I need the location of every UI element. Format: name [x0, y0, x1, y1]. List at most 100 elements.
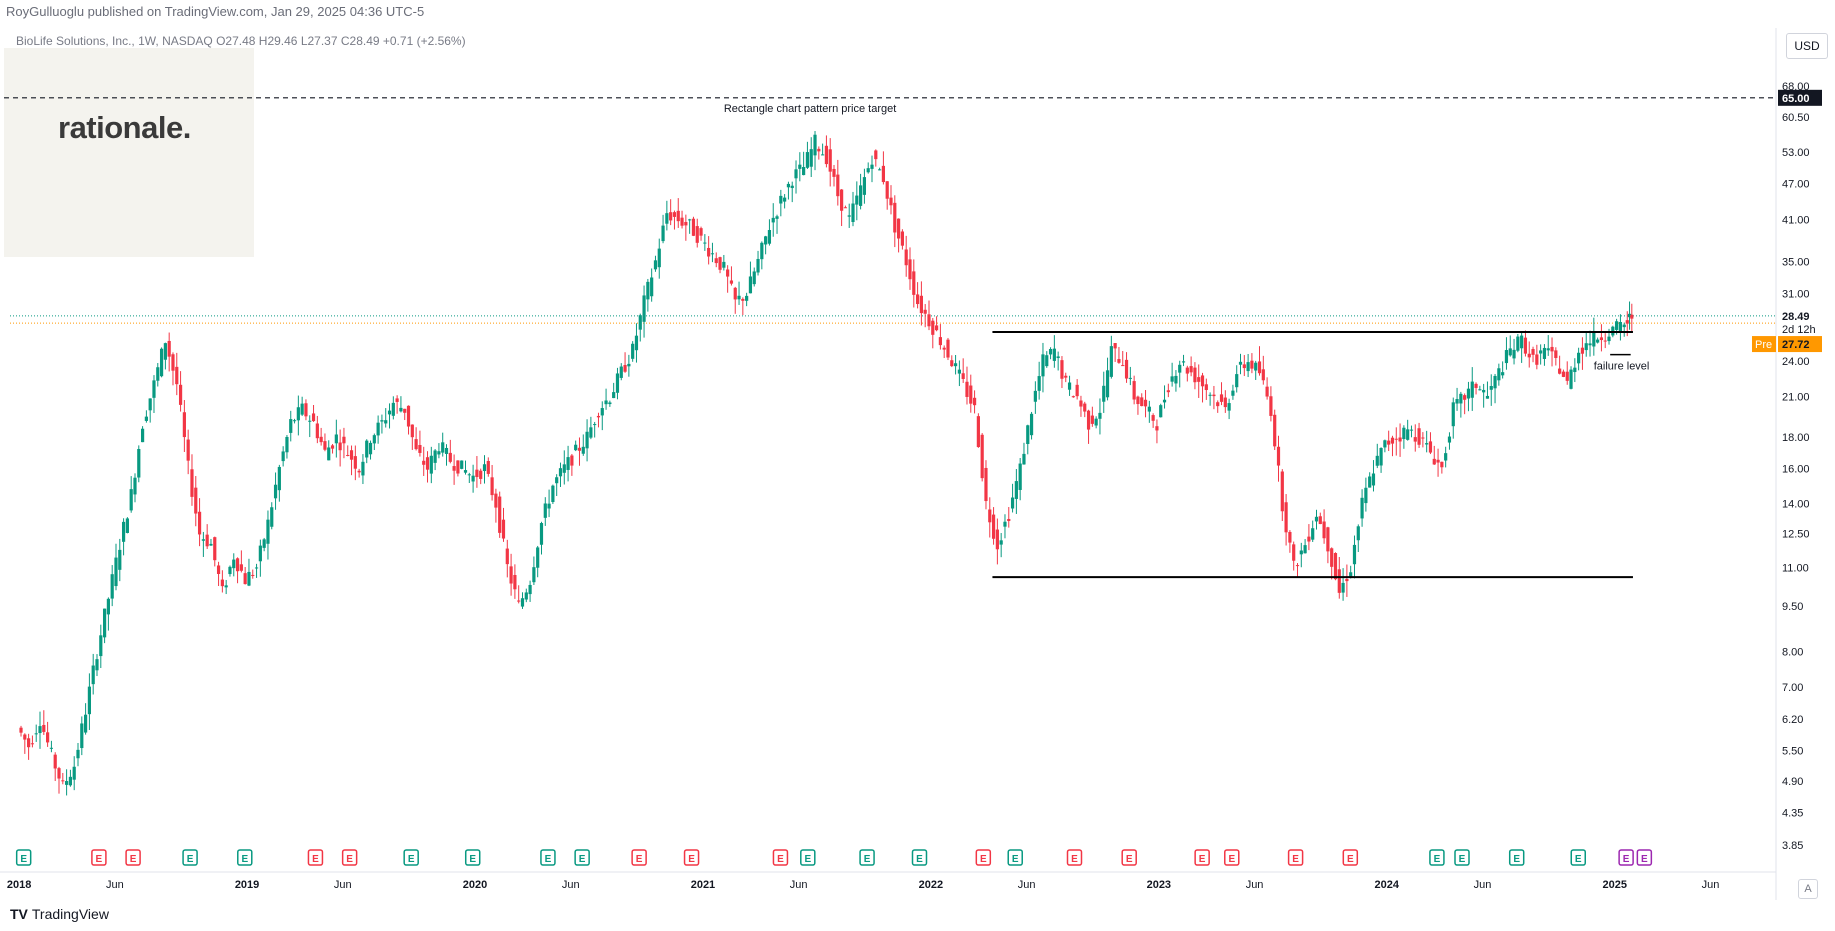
candle-body: [1238, 361, 1243, 365]
candle-body: [114, 557, 118, 587]
candle-body: [403, 408, 407, 413]
candle-body: [1512, 349, 1516, 359]
candle-body: [1117, 359, 1121, 363]
candle-body: [1390, 437, 1395, 444]
candle-body: [133, 477, 137, 495]
candle-body: [266, 519, 270, 544]
candle-body: [1478, 389, 1482, 391]
candle-body: [1162, 399, 1167, 403]
candle-body: [627, 363, 631, 367]
candle-body: [714, 258, 718, 264]
tradingview-logo[interactable]: TV TradingView: [10, 906, 109, 922]
earnings-icon: [683, 849, 700, 866]
candle-body: [391, 402, 395, 416]
candle-body: [802, 167, 806, 176]
earnings-icon: [307, 849, 324, 866]
candle-body: [1083, 403, 1087, 412]
x-tick-label: 2019: [235, 879, 259, 891]
earnings-icon: [1570, 849, 1586, 866]
candle-body: [441, 442, 445, 453]
candle-body: [1254, 362, 1258, 371]
y-tick-label: 4.35: [1782, 808, 1803, 820]
candle-body: [1413, 437, 1417, 442]
candle-body: [1136, 396, 1140, 405]
candle-body: [600, 408, 604, 416]
auto-scale-button[interactable]: A: [1798, 879, 1818, 899]
candle-body: [657, 248, 661, 268]
candle-body: [733, 287, 737, 300]
earnings-icon: [1618, 849, 1634, 866]
candle-body: [1090, 415, 1094, 424]
candle-body: [330, 445, 335, 449]
candle-body: [433, 450, 437, 463]
earnings-label: E: [1459, 854, 1466, 865]
candle-body: [300, 403, 304, 415]
x-tick-label: Jun: [1246, 879, 1264, 891]
candle-body: [676, 210, 680, 222]
earnings-label: E: [96, 854, 103, 865]
candle-body: [1200, 375, 1205, 387]
tradingview-brand: TradingView: [31, 906, 109, 922]
candle-body: [1436, 459, 1440, 463]
candle-body: [653, 260, 658, 270]
candle-body: [258, 545, 262, 562]
candle-body: [570, 455, 574, 466]
candle-body: [148, 398, 152, 411]
candle-body: [201, 539, 205, 541]
candle-body: [167, 340, 171, 357]
candle-body: [235, 558, 240, 572]
candle-body: [1029, 413, 1034, 436]
candle-body: [1098, 412, 1102, 419]
candle-body: [1288, 531, 1292, 543]
candle-body: [821, 154, 825, 156]
candle-body: [1151, 415, 1155, 421]
candle-body: [593, 424, 597, 426]
candle-body: [289, 419, 293, 433]
candle-body: [205, 534, 209, 547]
x-tick-label: 2021: [691, 879, 715, 891]
candle-body: [1178, 364, 1182, 373]
candle-body: [767, 230, 772, 244]
candle-body: [460, 460, 464, 469]
candle-body: [828, 149, 832, 172]
candle-body: [1071, 396, 1075, 398]
candle-body: [1033, 390, 1037, 402]
candle-body: [99, 635, 103, 657]
candle-body: [1520, 335, 1524, 349]
candle-body: [140, 428, 145, 443]
currency-button[interactable]: USD: [1786, 33, 1828, 59]
candle-body: [118, 549, 122, 570]
candle-body: [1227, 403, 1231, 411]
candle-body: [832, 168, 836, 177]
candle-body: [251, 574, 255, 576]
chart-annotation: Rectangle chart pattern price target: [724, 103, 896, 115]
earnings-label: E: [545, 854, 552, 865]
candle-body: [346, 454, 350, 456]
candle-body: [186, 439, 190, 461]
candle-body: [1497, 368, 1501, 381]
y-tick-label: 47.00: [1782, 179, 1810, 191]
candle-body: [1197, 377, 1201, 382]
candle-body: [1311, 528, 1315, 540]
candle-body: [1212, 394, 1216, 397]
earnings-icon: [800, 849, 816, 866]
candle-body: [1630, 314, 1634, 319]
candle-body: [710, 253, 715, 255]
candle-body: [1269, 396, 1273, 416]
candle-body: [779, 195, 783, 204]
earnings-icon: [1224, 849, 1240, 866]
candle-body: [1159, 405, 1163, 418]
candle-body: [919, 295, 923, 314]
candle-body: [1060, 360, 1064, 379]
candle-body: [722, 261, 726, 268]
candle-body: [847, 215, 851, 217]
candle-body: [1501, 372, 1505, 376]
candle-body: [1113, 343, 1117, 349]
candle-body: [232, 559, 236, 569]
candle-body: [34, 733, 38, 735]
candle-body: [1425, 443, 1429, 445]
candle-body: [524, 592, 528, 600]
y-tick-label: 6.20: [1782, 714, 1803, 726]
candle-body: [589, 427, 593, 438]
